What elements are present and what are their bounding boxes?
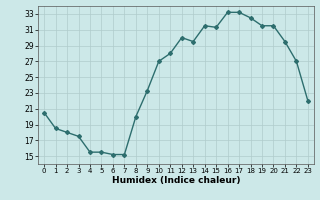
X-axis label: Humidex (Indice chaleur): Humidex (Indice chaleur) xyxy=(112,176,240,185)
